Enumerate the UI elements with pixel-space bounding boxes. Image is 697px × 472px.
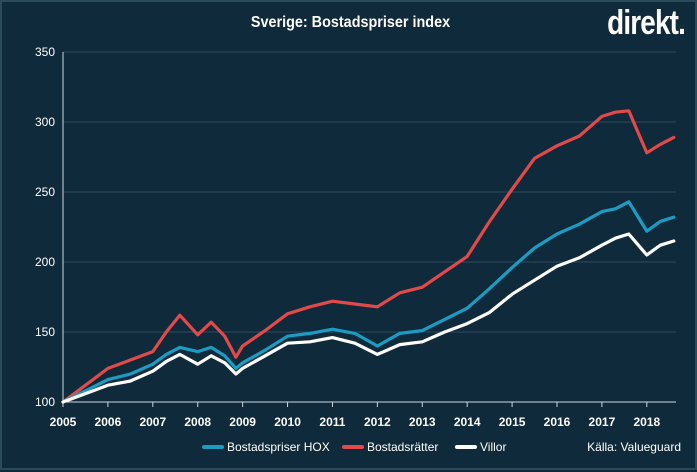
source-note: Källa: Valueguard <box>587 440 681 454</box>
legend-item-hox: Bostadspriser HOX <box>202 440 330 454</box>
x-tick-label: 2011 <box>319 415 345 429</box>
series-line-villor <box>61 232 676 404</box>
legend-item-bostadsratter: Bostadsrätter <box>342 440 438 454</box>
legend-label-villor: Villor <box>480 440 507 454</box>
x-tick-label: 2010 <box>274 415 301 429</box>
legend-label-hox: Bostadspriser HOX <box>227 440 330 454</box>
chart-title: Sverige: Bostadspriser index <box>250 14 451 31</box>
series-line-bostadsr-tter <box>61 109 676 404</box>
series-line-bostadspriser-hox <box>61 200 676 404</box>
y-tick-label: 350 <box>35 45 55 59</box>
x-tick-label: 2016 <box>544 415 571 429</box>
y-tick-label: 300 <box>35 115 55 129</box>
x-tick-label: 2015 <box>499 415 526 429</box>
x-tick-label: 2017 <box>589 415 616 429</box>
x-tick-label: 2008 <box>184 415 211 429</box>
x-tick-label: 2006 <box>95 415 122 429</box>
x-tick-label: 2005 <box>50 415 77 429</box>
brand-logo: direkt. <box>607 4 686 42</box>
x-tick-label: 2007 <box>139 415 166 429</box>
x-tick-label: 2013 <box>409 415 436 429</box>
legend-swatch-bostadsratter <box>342 445 364 449</box>
x-tick-label: 2012 <box>364 415 391 429</box>
axes: 100 150 200 250 300 350 2005 2006 2007 2008 2009 20… <box>35 45 676 429</box>
x-tick-label: 2018 <box>633 415 660 429</box>
y-tick-label: 200 <box>35 255 55 269</box>
legend-label-bostadsratter: Bostadsrätter <box>367 440 439 454</box>
legend-swatch-villor <box>455 445 477 449</box>
x-tick-label: 2009 <box>229 415 256 429</box>
y-tick-label: 150 <box>35 325 55 339</box>
legend-swatch-hox <box>202 445 224 449</box>
series-lines <box>61 109 676 404</box>
y-tick-label: 250 <box>35 185 55 199</box>
y-tick-label: 100 <box>35 395 55 409</box>
x-tick-label: 2014 <box>454 415 481 429</box>
legend-item-villor: Villor <box>455 440 506 454</box>
